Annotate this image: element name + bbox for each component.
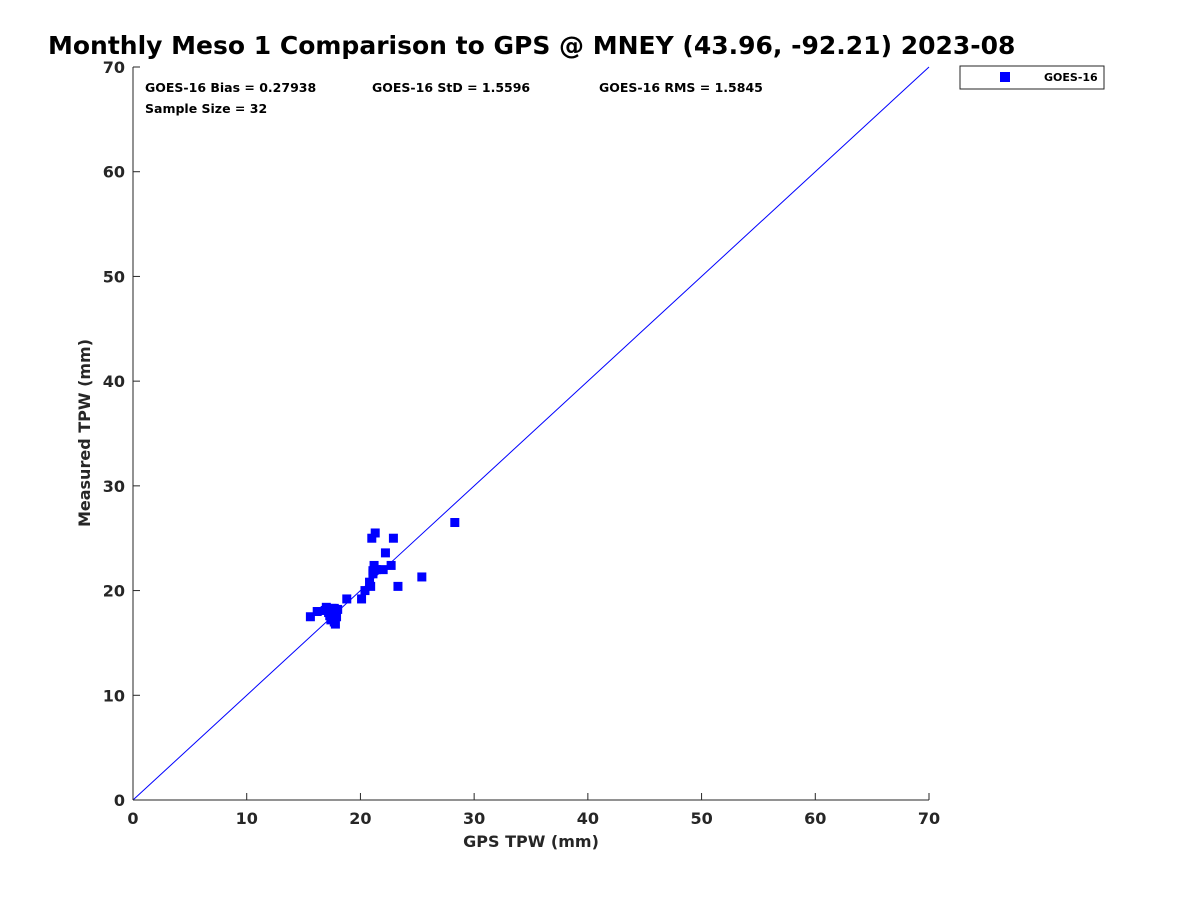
data-point (360, 586, 370, 596)
data-point (321, 602, 331, 612)
legend-marker-square (1000, 72, 1010, 82)
data-point (330, 619, 340, 629)
data-point (342, 594, 352, 604)
data-point (370, 528, 380, 538)
data-point (329, 603, 339, 613)
stat-rms: GOES-16 RMS = 1.5845 (599, 80, 763, 95)
x-ticks: 0 10 20 30 40 50 60 70 (127, 793, 940, 828)
data-point (417, 572, 427, 582)
x-tick-label: 20 (349, 809, 371, 828)
legend: GOES-16 (959, 65, 1105, 90)
y-ticks: 0 10 20 30 40 50 60 70 (103, 58, 140, 810)
stat-sample-size: Sample Size = 32 (145, 101, 267, 116)
stat-std: GOES-16 StD = 1.5596 (372, 80, 530, 95)
data-point (378, 565, 388, 575)
y-tick-label: 20 (103, 582, 125, 601)
x-tick-label: 50 (690, 809, 712, 828)
reference-line-group (132, 66, 930, 801)
y-tick-label: 0 (114, 791, 125, 810)
data-point (393, 581, 403, 591)
x-tick-label: 30 (463, 809, 485, 828)
y-tick-label: 30 (103, 477, 125, 496)
y-axis-label: Measured TPW (mm) (75, 339, 94, 527)
y-tick-label: 10 (103, 686, 125, 705)
y-tick-label: 70 (103, 58, 125, 77)
y-tick-label: 60 (103, 163, 125, 182)
data-point (357, 594, 367, 604)
x-tick-label: 60 (804, 809, 826, 828)
legend-entry-goes-16: GOES-16 (1044, 71, 1098, 84)
data-point (450, 518, 460, 528)
data-point (386, 560, 396, 570)
x-tick-label: 40 (577, 809, 599, 828)
scatter-points (305, 518, 460, 629)
data-point (324, 608, 334, 618)
data-point (366, 581, 376, 591)
stat-bias: GOES-16 Bias = 0.27938 (145, 80, 316, 95)
data-point (368, 566, 378, 576)
x-tick-label: 10 (236, 809, 258, 828)
x-tick-label: 70 (918, 809, 940, 828)
x-tick-label: 0 (127, 809, 138, 828)
y-tick-label: 50 (103, 267, 125, 286)
one-to-one-line (132, 66, 930, 801)
data-point (332, 612, 342, 622)
x-axis-label: GPS TPW (mm) (463, 832, 599, 851)
chart-title: Monthly Meso 1 Comparison to GPS @ MNEY … (48, 31, 1015, 60)
data-point (380, 548, 390, 558)
data-point (367, 533, 377, 543)
y-tick-label: 40 (103, 372, 125, 391)
data-point (312, 607, 322, 617)
legend-box (959, 65, 1105, 90)
data-point (388, 533, 398, 543)
data-point (305, 612, 315, 622)
